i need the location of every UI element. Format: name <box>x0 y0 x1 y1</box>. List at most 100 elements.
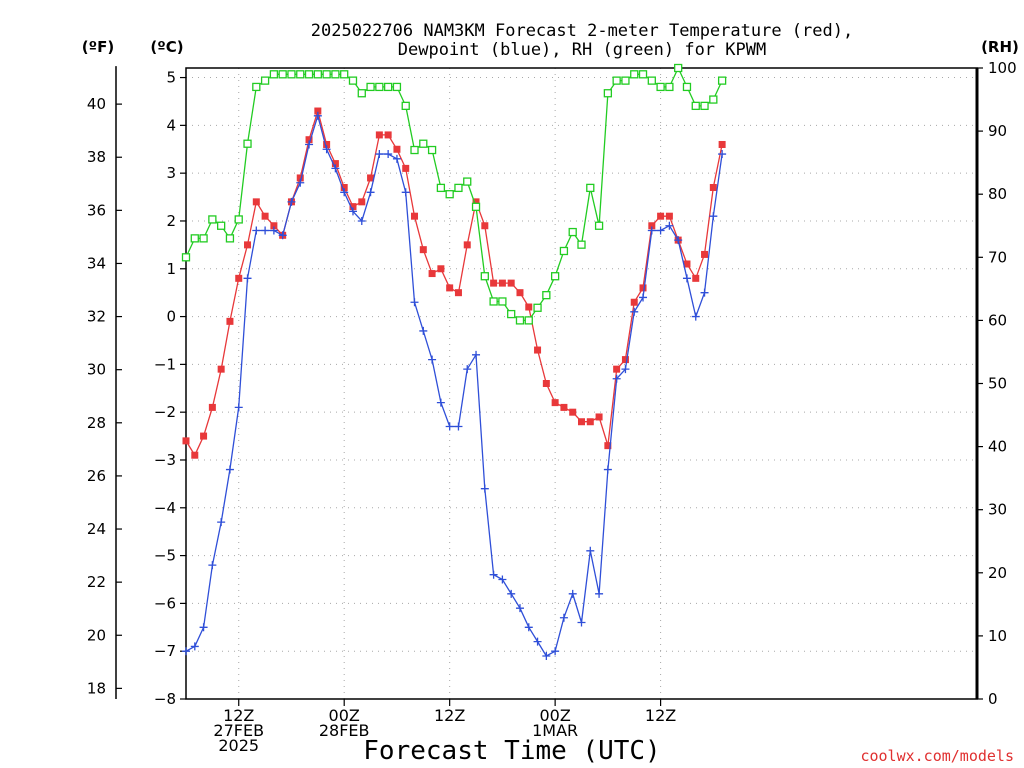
temperature-point <box>367 174 375 182</box>
dewpoint-point <box>217 518 226 527</box>
rh-point <box>471 202 481 211</box>
dewpoint-point <box>674 236 683 245</box>
temperature-point <box>191 451 199 459</box>
celsius-tick-label: 5 <box>166 69 176 87</box>
rh-point <box>621 76 630 85</box>
fahrenheit-tick-label: 40 <box>87 95 106 113</box>
rh-point <box>489 297 498 306</box>
x-tick-label: 12Z <box>434 706 465 725</box>
celsius-tick-label: 2 <box>166 212 176 230</box>
rh-line <box>185 66 723 322</box>
rh-point <box>682 82 692 92</box>
x-tick-label: 00Z <box>329 706 360 725</box>
rh-point <box>594 221 604 230</box>
rh-tick-label: 10 <box>988 627 1007 645</box>
rh-point <box>691 101 700 111</box>
fahrenheit-tick-label: 22 <box>87 573 106 591</box>
rh-point <box>383 82 393 92</box>
rh-point <box>296 70 305 79</box>
dewpoint-point <box>551 647 560 656</box>
dewpoint-point <box>296 178 305 187</box>
dewpoint-point <box>322 145 331 154</box>
temperature-point <box>718 140 726 148</box>
dewpoint-point <box>243 274 252 283</box>
celsius-tick-label: 1 <box>166 260 176 278</box>
x-tick-label: 28FEB <box>319 721 370 740</box>
rh-point <box>665 82 674 92</box>
fahrenheit-tick-label: 30 <box>87 361 106 379</box>
temperature-point <box>621 356 629 364</box>
rh-point <box>331 70 340 79</box>
celsius-tick-label: −5 <box>154 547 176 565</box>
plot-area: −8−7−6−5−4−3−2−1012345182022242628303234… <box>87 59 1017 755</box>
rh-point <box>612 76 621 85</box>
fahrenheit-tick-label: 28 <box>87 414 106 432</box>
temperature-point <box>226 317 234 325</box>
temperature-point <box>358 198 366 206</box>
rh-point <box>586 183 595 193</box>
temperature-point <box>428 270 436 278</box>
rh-point <box>322 70 331 79</box>
rh-point <box>217 221 226 230</box>
temperature-point <box>200 432 208 440</box>
dewpoint-point <box>630 307 639 316</box>
temperature-point <box>578 418 585 426</box>
rh-point <box>427 145 437 155</box>
temperature-point <box>709 184 717 192</box>
celsius-tick-label: −2 <box>154 403 176 421</box>
dewpoint-point <box>392 154 401 163</box>
dewpoint-point <box>489 570 498 579</box>
rh-point <box>603 89 613 98</box>
rh-point <box>542 291 551 300</box>
rh-point <box>647 76 656 85</box>
rh-tick-label: 60 <box>988 311 1007 329</box>
dewpoint-point <box>278 231 287 240</box>
dewpoint-point <box>568 589 577 598</box>
temperature-point <box>419 246 427 254</box>
x-tick-label: 2025 <box>218 736 259 755</box>
temperature-point <box>296 174 304 182</box>
temperature-point <box>516 289 524 297</box>
rh-point <box>559 246 569 256</box>
dewpoint-point <box>718 150 727 159</box>
rh-point <box>269 70 279 79</box>
dewpoint-point <box>305 140 314 149</box>
dewpoint-point <box>542 651 551 660</box>
temperature-point <box>314 107 322 115</box>
rh-point <box>401 101 410 111</box>
temperature-point <box>569 408 577 416</box>
chart-title-line2: Dewpoint (blue), RH (green) for KPWM <box>398 40 766 60</box>
temperature-point <box>252 198 260 206</box>
rh-point <box>709 95 718 104</box>
temperature-point <box>490 279 498 287</box>
fahrenheit-tick-label: 34 <box>87 254 106 272</box>
temperature-point <box>437 265 445 273</box>
dewpoint-point <box>472 350 481 359</box>
dewpoint-point <box>577 618 586 627</box>
dewpoint-point <box>366 188 375 197</box>
dewpoint-point <box>419 326 428 335</box>
fahrenheit-tick-label: 18 <box>87 679 106 697</box>
x-tick-label: 27FEB <box>213 721 264 740</box>
temperature-point <box>560 403 568 411</box>
dewpoint-point <box>682 274 691 283</box>
rh-point <box>568 227 577 237</box>
rh-point <box>480 272 489 281</box>
chart-title-line1: 2025022706 NAM3KM Forecast 2-meter Tempe… <box>311 21 853 41</box>
temperature-point <box>551 399 559 407</box>
dewpoint-point <box>612 374 621 383</box>
dewpoint-point <box>463 365 472 374</box>
dewpoint-point <box>507 589 516 598</box>
dewpoint-point <box>269 226 278 235</box>
rh-tick-label: 40 <box>988 438 1007 456</box>
dewpoint-point <box>709 212 718 221</box>
credit-text: coolwx.com/models <box>860 747 1014 765</box>
celsius-tick-label: −4 <box>154 499 176 517</box>
x-tick-label: 12Z <box>223 706 254 725</box>
temperature-point <box>235 274 243 282</box>
temperature-point <box>534 346 542 354</box>
temperature-point <box>270 222 278 230</box>
celsius-unit-label: (ºC) <box>150 38 183 56</box>
rh-point <box>366 82 375 92</box>
rh-point <box>392 82 402 92</box>
